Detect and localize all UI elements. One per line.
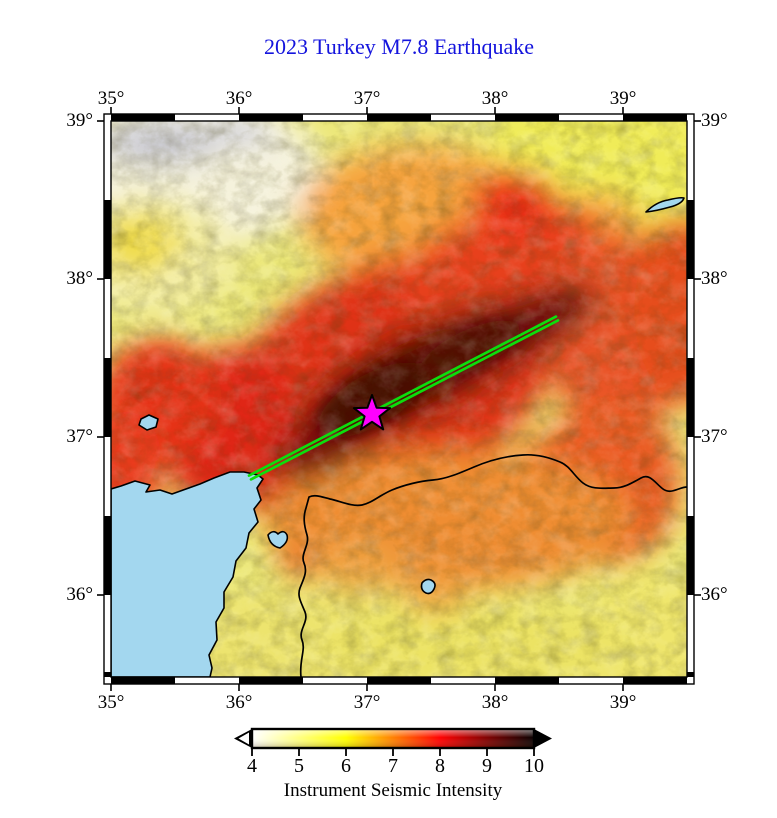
colorbar-tick-5: 5 bbox=[294, 755, 304, 777]
lat-label-left-37: 37° bbox=[66, 426, 93, 447]
lon-label-top-35: 35° bbox=[97, 88, 125, 109]
graticule-ticks bbox=[97, 107, 701, 691]
lon-label-top-37: 37° bbox=[353, 88, 381, 109]
colorbar-tick-6: 6 bbox=[341, 755, 351, 777]
intensity-raster bbox=[111, 121, 687, 677]
lake-west bbox=[138, 414, 159, 431]
lon-label-bottom-36: 36° bbox=[225, 692, 253, 713]
lat-label-left-38: 38° bbox=[66, 268, 93, 289]
colorbar-tick-7: 7 bbox=[388, 755, 398, 777]
lake-northeast bbox=[645, 196, 685, 213]
lat-label-right-39: 39° bbox=[701, 110, 728, 131]
colorbar-tick-4: 4 bbox=[247, 755, 257, 777]
colorbar-over-arrow bbox=[534, 729, 552, 748]
lon-label-top-38: 38° bbox=[481, 88, 509, 109]
lake-amik bbox=[267, 530, 289, 549]
map-frame bbox=[97, 107, 701, 691]
colorbar-tick-10: 10 bbox=[524, 755, 544, 777]
map-title: 2023 Turkey M7.8 Earthquake bbox=[263, 34, 535, 59]
lon-label-top-39: 39° bbox=[609, 88, 637, 109]
lat-label-left-39: 39° bbox=[66, 110, 93, 131]
colorbar-tick-9: 9 bbox=[482, 755, 492, 777]
lon-label-bottom-37: 37° bbox=[353, 692, 381, 713]
colorbar-tick-8: 8 bbox=[435, 755, 445, 777]
water-bodies bbox=[111, 196, 685, 677]
colorbar-label: Instrument Seismic Intensity bbox=[283, 780, 503, 801]
lat-label-right-38: 38° bbox=[701, 268, 728, 289]
colorbar-ticks bbox=[251, 748, 535, 756]
lat-label-right-36: 36° bbox=[701, 584, 728, 605]
epicenter-star bbox=[352, 394, 392, 431]
lon-label-top-36: 36° bbox=[225, 88, 253, 109]
lon-label-bottom-35: 35° bbox=[97, 692, 125, 713]
lat-label-left-36: 36° bbox=[66, 584, 93, 605]
fault-trace-line bbox=[247, 315, 560, 481]
turkey-syria-border bbox=[298, 453, 687, 677]
lat-label-right-37: 37° bbox=[701, 426, 728, 447]
lake-south bbox=[420, 578, 436, 595]
colorbar bbox=[234, 727, 552, 756]
lon-label-bottom-39: 39° bbox=[609, 692, 637, 713]
mediterranean-gulf bbox=[111, 471, 264, 677]
lon-label-bottom-38: 38° bbox=[481, 692, 509, 713]
